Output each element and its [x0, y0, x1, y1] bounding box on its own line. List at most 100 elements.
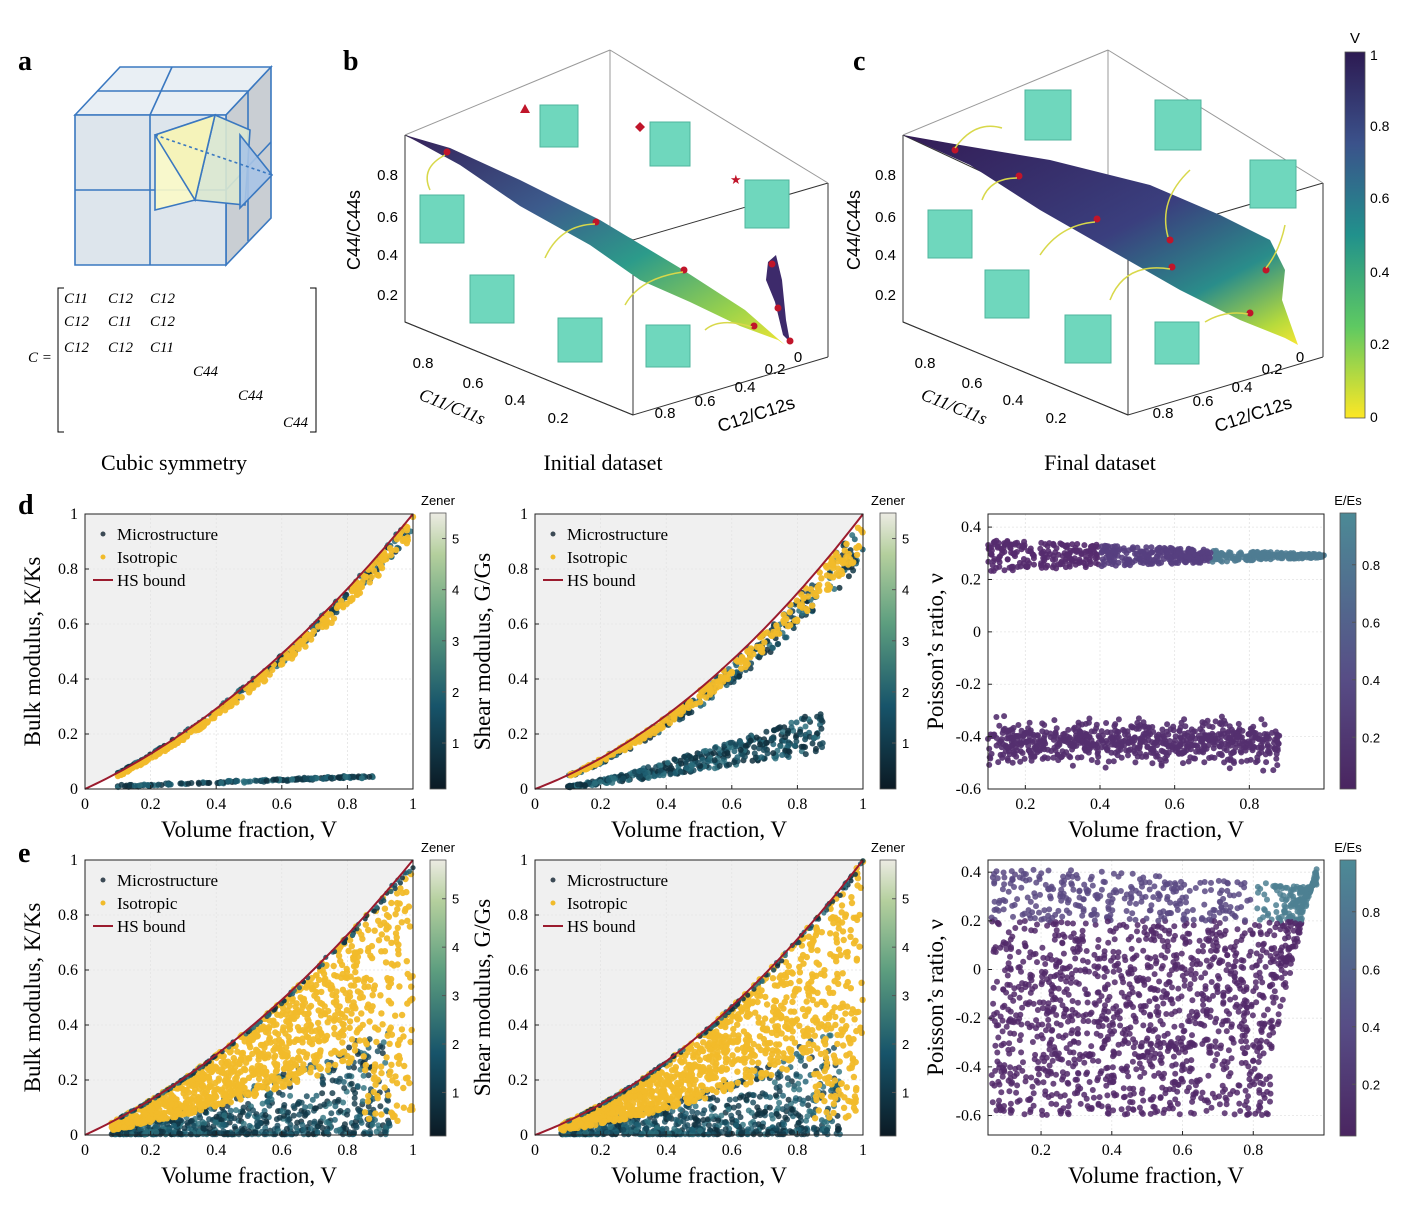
data-point: [351, 1100, 358, 1107]
data-point: [324, 1019, 331, 1026]
data-point: [395, 1060, 402, 1067]
colorbar-label: E/Es: [1334, 493, 1362, 508]
data-point: [1287, 552, 1294, 559]
data-point: [657, 767, 664, 774]
data-point: [711, 765, 718, 772]
y-tick-label: 0.4: [961, 519, 981, 536]
data-point: [802, 723, 809, 730]
data-point: [677, 711, 684, 718]
data-point: [120, 1124, 128, 1131]
data-point: [1078, 754, 1085, 761]
data-point: [359, 935, 366, 943]
data-point: [233, 1107, 239, 1114]
data-point: [335, 774, 342, 781]
data-point: [319, 1032, 326, 1039]
data-point: [1193, 742, 1200, 749]
data-point: [1033, 746, 1039, 753]
data-point: [823, 572, 831, 579]
data-point: [809, 602, 816, 609]
data-point: [712, 744, 718, 751]
data-point: [277, 1012, 284, 1019]
data-point: [1007, 743, 1014, 750]
colorbar-tick-label: 5: [452, 532, 459, 547]
x-tick-label: 0.4: [656, 796, 676, 813]
data-point: [581, 782, 588, 789]
data-point: [678, 760, 685, 767]
y-tick-c: 0: [1296, 349, 1304, 366]
x-tick-c: 0.6: [962, 375, 983, 392]
data-point: [206, 1093, 213, 1101]
data-point: [1208, 754, 1215, 761]
data-point: [656, 723, 663, 730]
data-point: [1148, 544, 1155, 551]
data-point: [308, 1064, 315, 1072]
z-tick-c: 0.4: [875, 247, 896, 264]
data-point: [253, 777, 260, 784]
y-tick-label: -0.6: [956, 781, 981, 798]
colorbar-v-tick: 0.2: [1370, 336, 1390, 352]
data-point: [1157, 552, 1164, 559]
data-point: [216, 708, 224, 715]
data-point: [1228, 552, 1234, 559]
data-point: [404, 917, 411, 924]
data-point: [696, 693, 703, 700]
data-point: [263, 1118, 270, 1125]
colorbar-tick-label: 0.6: [1362, 615, 1380, 630]
y-tick-label: 0.8: [508, 561, 528, 578]
data-point: [1245, 731, 1252, 738]
data-point: [383, 1054, 390, 1061]
data-point: [321, 1010, 328, 1017]
data-point: [1095, 748, 1101, 755]
legend-label: Isotropic: [567, 548, 628, 567]
data-point: [362, 921, 369, 928]
data-point: [1177, 724, 1184, 731]
data-point: [233, 778, 240, 785]
x-tick-label: 1: [409, 796, 417, 813]
data-point: [797, 602, 804, 610]
data-point: [716, 763, 723, 769]
z-tick-b: 0.8: [377, 167, 398, 184]
colorbar-v: V 1 0.8 0.6 0.4 0.2 0: [1344, 30, 1390, 425]
colorbar-v-gradient: [1344, 51, 1366, 419]
data-point: [1005, 727, 1012, 734]
data-point: [292, 1003, 299, 1010]
data-point: [855, 543, 863, 551]
data-point: [365, 1092, 372, 1100]
data-point: [358, 1119, 365, 1126]
data-point: [1223, 747, 1230, 754]
data-point: [781, 724, 788, 731]
hs-bound-line: [84, 513, 414, 790]
data-point: [773, 622, 780, 629]
data-point: [1184, 740, 1191, 747]
data-point: [196, 780, 202, 787]
data-point: [378, 931, 385, 938]
data-point: [279, 1108, 286, 1115]
x-tick-label: 0.4: [1090, 796, 1110, 813]
data-point: [1024, 738, 1031, 745]
data-point: [1221, 759, 1228, 766]
data-point: [255, 1114, 262, 1121]
data-point: [645, 764, 652, 771]
data-point: [302, 1111, 309, 1118]
data-point: [295, 1054, 302, 1061]
data-point: [221, 1112, 228, 1119]
data-point: [263, 777, 270, 784]
data-point: [353, 1114, 360, 1121]
data-point: [210, 1065, 217, 1072]
data-point: [753, 734, 760, 741]
data-point: [352, 968, 359, 976]
colorbar-gradient: [879, 512, 897, 790]
data-point: [377, 1103, 384, 1110]
data-point: [823, 586, 831, 593]
data-point: [377, 1063, 385, 1070]
data-point: [800, 716, 807, 723]
data-point: [303, 1033, 310, 1040]
y-tick-label: -0.2: [956, 676, 981, 693]
panel-label-c: c: [853, 46, 865, 77]
x-tick-label: 0.6: [1165, 796, 1185, 813]
data-point: [322, 975, 329, 982]
data-point: [1084, 737, 1090, 744]
data-point: [317, 999, 324, 1006]
x-tick-label: 0.8: [337, 796, 357, 813]
data-point: [1200, 742, 1207, 749]
